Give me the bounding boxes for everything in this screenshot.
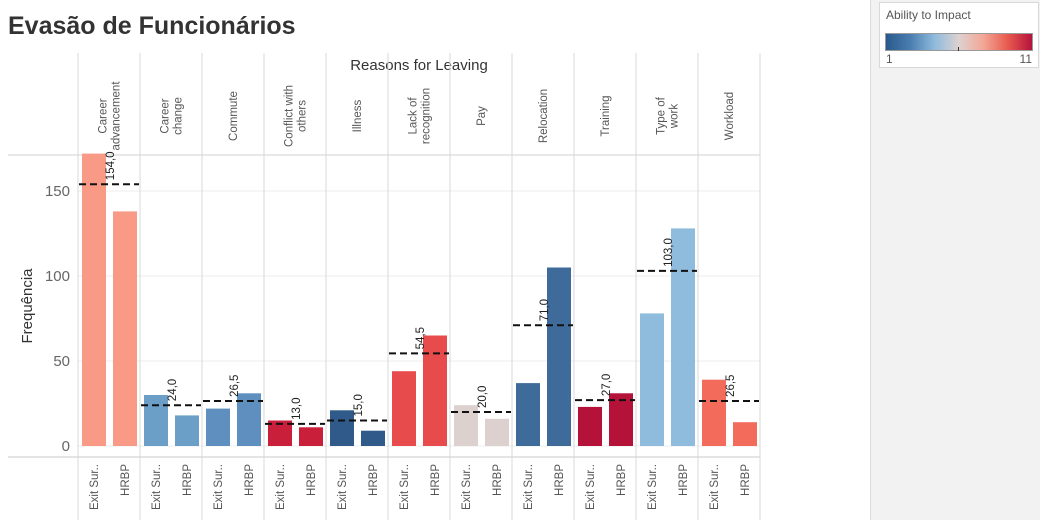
reference-value-label: 20,0: [477, 386, 489, 408]
x-tick-label: HRBP: [430, 464, 442, 496]
column-header-label: Relocation: [538, 89, 550, 143]
reference-value-label: 71,0: [539, 299, 551, 321]
column-header-label: work: [669, 104, 681, 130]
bar: [113, 211, 137, 446]
legend-min-label: 1: [886, 52, 893, 66]
bar-chart: Reasons for Leaving Frequência 0 50 100 150 Ca…: [8, 53, 761, 520]
x-tick-label: HRBP: [492, 464, 504, 496]
bar: [361, 430, 385, 446]
x-tick-label: HRBP: [244, 464, 256, 496]
column-header-label: Commute: [228, 91, 240, 141]
reference-value-label: 24,0: [167, 379, 179, 401]
x-tick-label: HRBP: [306, 464, 318, 496]
column-header-label: Training: [600, 95, 612, 136]
column-header-label: Illness: [352, 99, 364, 132]
y-tick-label: 0: [62, 438, 70, 455]
y-axis-label: Frequência: [19, 268, 36, 344]
column-header-title: Reasons for Leaving: [350, 57, 488, 74]
color-legend[interactable]: Ability to Impact 1 11: [879, 2, 1039, 68]
column-header-label: Career: [98, 98, 110, 133]
x-tick-label: Exit Sur..: [523, 464, 535, 510]
bar: [516, 383, 540, 446]
x-tick-label: Exit Sur..: [399, 464, 411, 510]
legend-gradient-bar: [885, 33, 1033, 51]
reference-value-label: 26,5: [725, 375, 737, 397]
bar: [423, 335, 447, 446]
bar: [206, 408, 230, 446]
column-header-label: recognition: [421, 88, 433, 144]
bar: [299, 427, 323, 446]
bar: [733, 422, 757, 446]
legend-panel: Ability to Impact 1 11: [870, 0, 1040, 520]
x-tick-label: HRBP: [120, 464, 132, 496]
x-tick-label: Exit Sur..: [275, 464, 287, 510]
bar: [578, 406, 602, 446]
x-tick-label: HRBP: [368, 464, 380, 496]
legend-title: Ability to Impact: [886, 8, 971, 22]
column-header-label: Career: [160, 98, 172, 133]
x-tick-label: HRBP: [616, 464, 628, 496]
x-tick-label: Exit Sur..: [151, 464, 163, 510]
column-header-label: others: [297, 100, 309, 132]
x-tick-label: HRBP: [182, 464, 194, 496]
bar: [175, 415, 199, 446]
legend-midpoint-tick: [958, 47, 959, 51]
reference-value-label: 13,0: [291, 398, 303, 420]
bar: [640, 313, 664, 446]
bar: [237, 393, 261, 446]
column-header-label: Conflict with: [284, 85, 296, 147]
column-header-label: change: [173, 97, 185, 135]
bar: [330, 410, 354, 446]
column-header-label: Type of: [656, 96, 668, 135]
reference-value-label: 103,0: [663, 238, 675, 267]
bar: [609, 393, 633, 446]
reference-value-label: 154,0: [105, 151, 117, 180]
bar: [547, 267, 571, 446]
bar: [702, 379, 726, 446]
reference-value-label: 27,0: [601, 374, 613, 396]
y-tick-label: 100: [45, 268, 70, 285]
x-tick-label: HRBP: [740, 464, 752, 496]
column-header-label: advancement: [111, 81, 123, 151]
bar: [485, 418, 509, 446]
page-title: Evasão de Funcionários: [8, 12, 296, 40]
bar: [144, 395, 168, 446]
x-tick-label: Exit Sur..: [461, 464, 473, 510]
x-tick-label: Exit Sur..: [337, 464, 349, 510]
y-tick-label: 50: [53, 353, 70, 370]
column-header-label: Pay: [476, 106, 488, 126]
column-header-label: Workload: [724, 92, 736, 140]
x-tick-label: Exit Sur..: [213, 464, 225, 510]
x-tick-label: Exit Sur..: [585, 464, 597, 510]
legend-max-label: 11: [1019, 52, 1032, 66]
x-tick-label: Exit Sur..: [647, 464, 659, 510]
x-tick-label: Exit Sur..: [709, 464, 721, 510]
reference-value-label: 54,5: [415, 327, 427, 349]
x-tick-label: HRBP: [554, 464, 566, 496]
reference-value-label: 26,5: [229, 375, 241, 397]
x-tick-label: Exit Sur..: [89, 464, 101, 510]
bar: [671, 228, 695, 446]
y-tick-label: 150: [45, 183, 70, 200]
bar: [82, 153, 106, 446]
column-header-label: Lack of: [408, 97, 420, 135]
x-tick-label: HRBP: [678, 464, 690, 496]
reference-value-label: 15,0: [353, 394, 365, 416]
bar: [392, 371, 416, 446]
